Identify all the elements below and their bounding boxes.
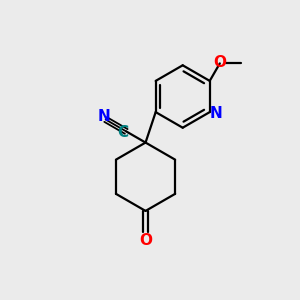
Text: O: O — [213, 55, 226, 70]
Text: N: N — [98, 109, 110, 124]
Text: N: N — [209, 106, 222, 121]
Text: O: O — [139, 232, 152, 247]
Text: C: C — [118, 125, 129, 140]
